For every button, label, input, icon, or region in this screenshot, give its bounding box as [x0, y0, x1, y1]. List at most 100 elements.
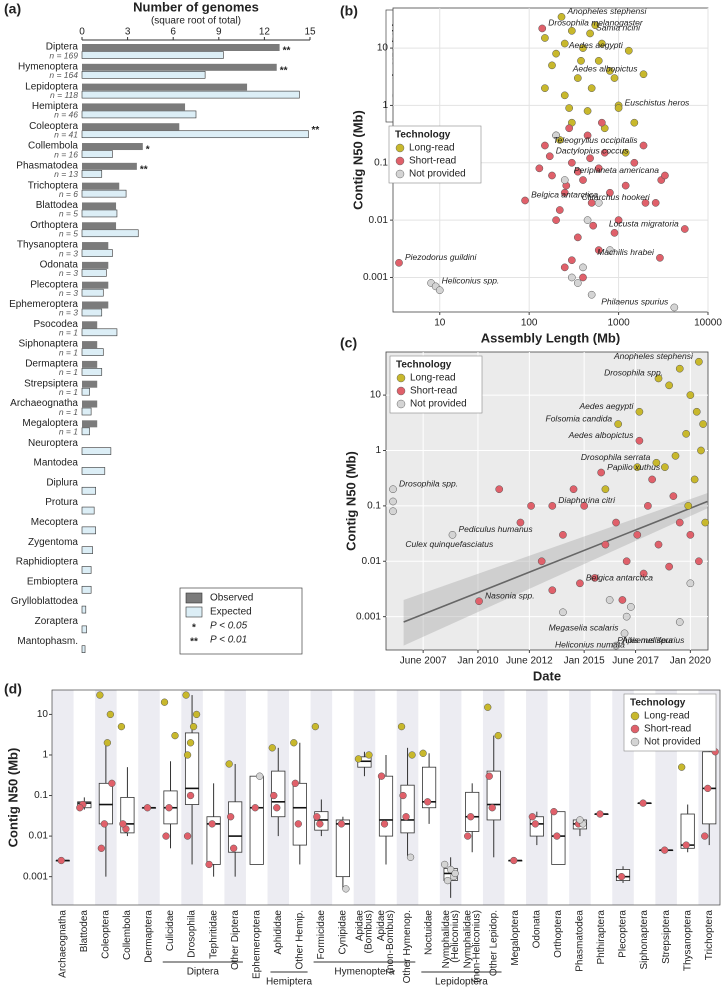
data-point: [606, 67, 614, 75]
data-point: [614, 420, 623, 428]
data-point: [635, 436, 644, 445]
data-point: [569, 485, 578, 494]
band: [310, 690, 333, 905]
data-point: [579, 263, 587, 272]
y-tick-label: 0.1: [374, 157, 388, 168]
data-point: [97, 844, 106, 852]
y-tick-label: 0.1: [34, 790, 48, 801]
category-label: Grylloblattodea: [11, 596, 79, 607]
data-point: [162, 832, 170, 840]
x-tick-label: 6: [170, 27, 176, 38]
x-axis-title: Assembly Length (Mb): [481, 330, 620, 345]
data-point: [644, 502, 652, 510]
data-point: [119, 820, 127, 828]
data-point: [648, 475, 656, 484]
x-tick-label: Siphonaptera: [639, 910, 650, 970]
category-label: Protura: [45, 497, 78, 508]
n-label: n = 3: [59, 308, 78, 318]
x-tick-label: Nymphalidae: [441, 910, 452, 969]
n-label: n = 1: [59, 328, 78, 338]
data-point: [671, 452, 680, 460]
x-tick-label: (non-Heliconius): [471, 910, 482, 983]
bar: [81, 427, 90, 436]
annotation: Clitarchus hookeri: [582, 192, 651, 202]
x-tick-label: (non-Bombus): [385, 910, 396, 973]
data-point: [395, 258, 403, 267]
data-point: [606, 246, 614, 254]
annotation: Aedes aegypti: [579, 401, 635, 411]
n-label: n = 41: [54, 129, 78, 139]
y-tick-label: 1: [382, 100, 388, 111]
data-point: [567, 273, 576, 282]
band: [526, 690, 548, 905]
data-point: [594, 246, 603, 254]
category-label: Diplura: [46, 477, 78, 488]
data-point: [495, 485, 504, 494]
legend-note: P < 0.01: [210, 635, 247, 646]
data-point: [630, 118, 639, 127]
category-label: Strepsiptera: [24, 378, 78, 389]
legend-label: Expected: [210, 607, 252, 618]
data-point: [467, 813, 475, 821]
data-point: [548, 61, 556, 70]
data-point: [76, 804, 84, 812]
box: [335, 819, 350, 878]
data-point: [661, 463, 669, 472]
data-point: [661, 171, 669, 180]
bar: [82, 281, 109, 289]
data-point: [573, 279, 582, 287]
bar: [82, 202, 117, 210]
category-label: Phasmatodea: [16, 160, 78, 171]
data-point: [621, 181, 630, 190]
bar: [81, 189, 127, 198]
data-point: [587, 290, 596, 299]
y-tick-label: 10: [377, 43, 389, 54]
data-point: [560, 176, 569, 184]
data-point: [630, 158, 639, 167]
data-point: [354, 755, 363, 763]
x-tick-label: Dermaptera: [144, 910, 155, 963]
data-point: [510, 856, 518, 865]
group-label: Lepidoptera: [435, 977, 488, 988]
data-point: [624, 46, 633, 55]
legend-label: Observed: [210, 593, 253, 604]
category-label: Hymenoptera: [18, 61, 78, 72]
category-label: Collembola: [28, 141, 78, 152]
data-point: [406, 853, 415, 861]
data-point: [670, 303, 679, 312]
x-tick-label: Jan 2020: [670, 656, 712, 667]
data-point: [639, 799, 647, 807]
data-point: [552, 216, 560, 224]
bar: [82, 63, 277, 71]
bar: [81, 71, 206, 79]
data-point: [521, 196, 529, 205]
data-point: [633, 530, 642, 539]
data-point: [606, 188, 614, 197]
annotation: Anopheles stephensi: [613, 351, 694, 361]
data-point: [600, 148, 609, 157]
data-point: [598, 39, 606, 48]
data-point: [639, 141, 648, 150]
annotation: Teleogryllus occipitalis: [553, 135, 638, 145]
category-label: Plecoptera: [30, 279, 78, 290]
data-point: [597, 468, 606, 477]
panel-label: (b): [340, 3, 358, 19]
data-point: [440, 860, 449, 869]
x-tick-label: Plecoptera: [618, 910, 629, 958]
data-point: [610, 74, 619, 82]
data-point: [294, 820, 302, 828]
box: [249, 775, 264, 865]
annotation: Drosophila serrata: [581, 452, 651, 462]
bar: [81, 447, 112, 455]
panel-label: (c): [340, 335, 357, 351]
n-label: n = 5: [59, 209, 78, 219]
data-point: [594, 199, 603, 207]
y-tick-label: 1: [375, 445, 381, 456]
annotation: Philaenus spurius: [617, 635, 685, 645]
legend-swatch: [185, 592, 203, 604]
data-point: [567, 26, 576, 35]
box: [292, 782, 307, 846]
y-axis-title: Contig N50 (Mb): [343, 451, 358, 551]
data-point: [652, 458, 661, 467]
x-tick-label: Collembola: [122, 910, 133, 960]
